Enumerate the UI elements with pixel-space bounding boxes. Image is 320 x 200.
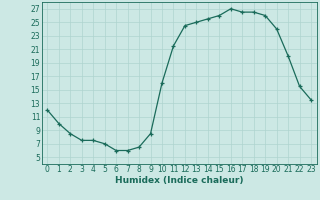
- X-axis label: Humidex (Indice chaleur): Humidex (Indice chaleur): [115, 176, 244, 185]
